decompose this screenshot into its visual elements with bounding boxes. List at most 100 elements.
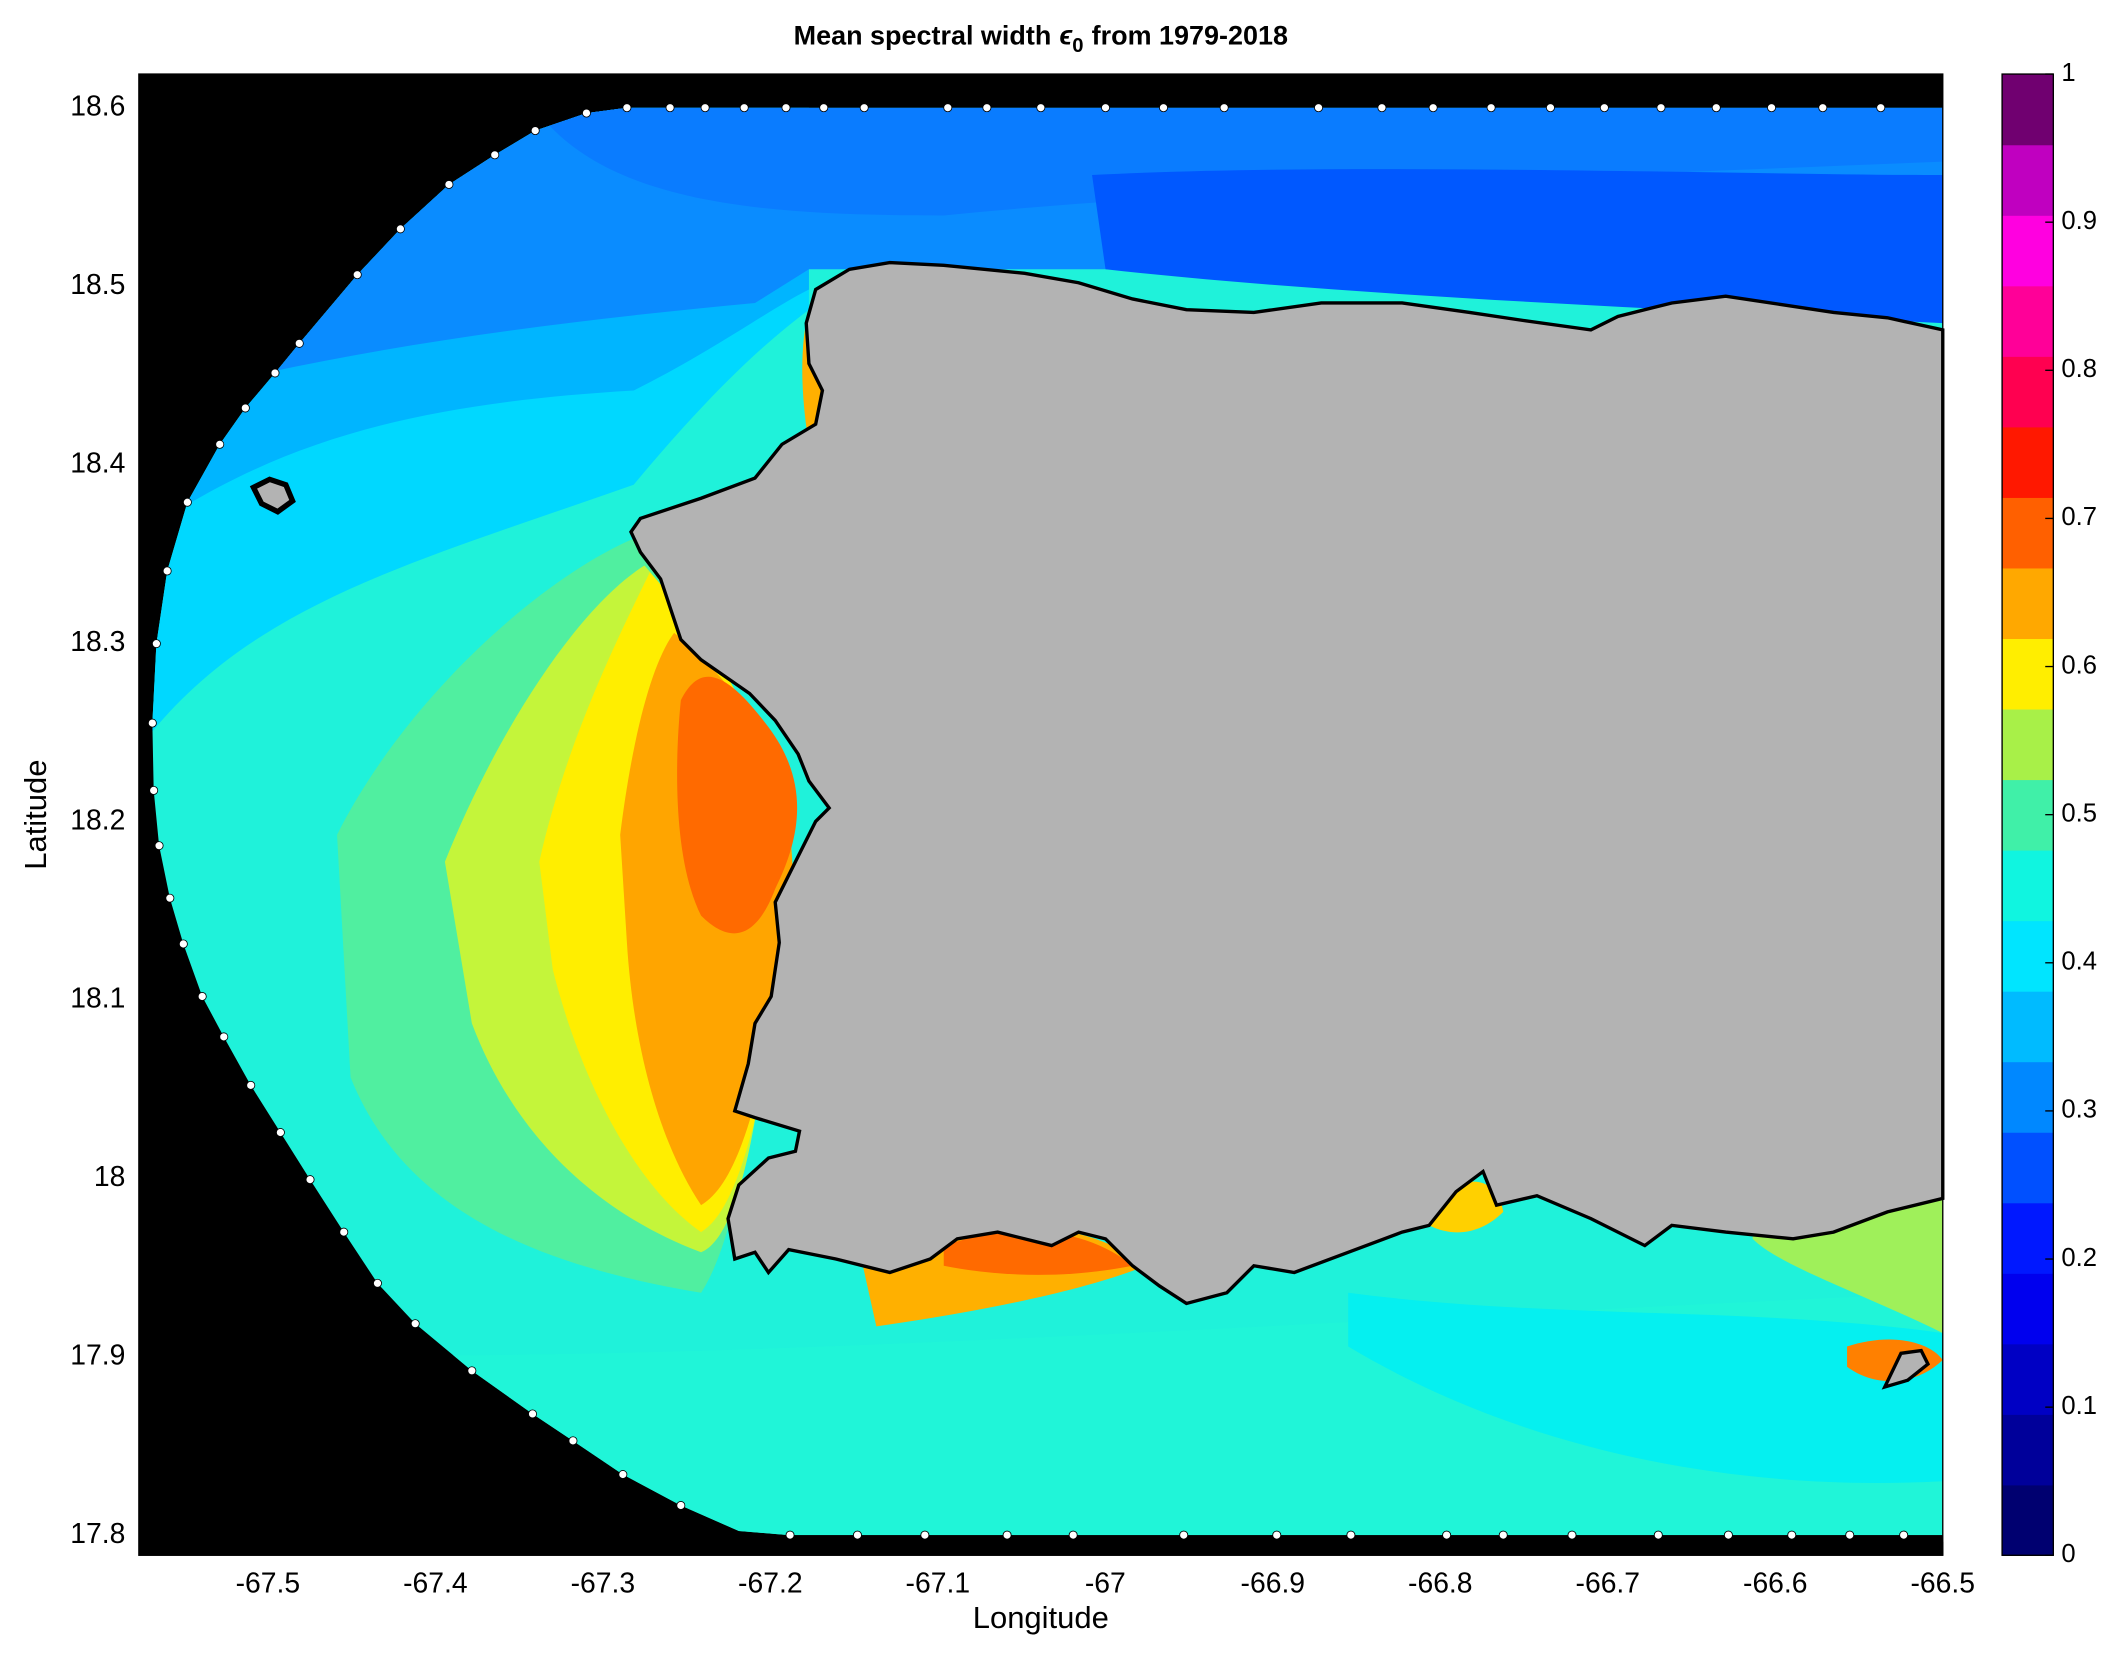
boundary-point <box>178 939 188 949</box>
boundary-point <box>467 1366 477 1376</box>
y-tick-label: 18 <box>94 1160 125 1192</box>
boundary-point <box>162 566 172 576</box>
field-zone <box>943 1231 1133 1275</box>
colorbar-segment <box>2002 1343 2054 1415</box>
boundary-point <box>1545 103 1555 113</box>
colorbar-segment <box>2002 708 2054 781</box>
colorbar-segment <box>2002 497 2054 569</box>
boundary-point <box>339 1227 349 1237</box>
boundary-point <box>568 1436 578 1446</box>
boundary-point <box>622 103 632 113</box>
boundary-point <box>294 338 304 348</box>
boundary-point <box>444 180 454 189</box>
boundary-point <box>151 639 161 649</box>
colorbar-segment <box>2002 1414 2054 1486</box>
colorbar-tick-label: 0.8 <box>2061 355 2097 383</box>
colorbar-tick-label: 0.9 <box>2061 207 2097 235</box>
boundary-point <box>582 108 591 118</box>
colorbar-segment <box>2002 1202 2054 1274</box>
x-tick-label: -66.5 <box>1911 1566 1976 1598</box>
boundary-point <box>1899 1530 1909 1540</box>
boundary-point <box>1656 103 1666 113</box>
colorbar-segment <box>2002 1061 2054 1133</box>
boundary-point <box>530 126 540 136</box>
boundary-point <box>197 992 207 1001</box>
boundary-point <box>781 103 791 113</box>
colorbar: 0 0.1 0.2 0.3 0.4 0.5 0.6 0.7 0.8 0.9 1 <box>2001 59 2097 1568</box>
y-tick-label: 18.2 <box>70 803 125 835</box>
boundary-point <box>1486 103 1496 113</box>
field-zone <box>677 676 798 934</box>
boundary-point <box>859 103 869 113</box>
boundary-point <box>182 497 192 507</box>
boundary-point <box>1179 1530 1189 1540</box>
island <box>1881 1348 1931 1390</box>
title-subscript: 0 <box>1072 35 1083 57</box>
boundary-point <box>1599 103 1609 113</box>
title-text: Mean spectral width <box>794 21 1052 51</box>
boundary-point <box>1101 103 1110 113</box>
axes: -67.5 -67.4 -67.3 -67.2 -67.1 -67 -66.9 -66.8 -6… <box>70 89 1975 1598</box>
colorbar-segment <box>2002 426 2054 498</box>
boundary-point <box>819 103 829 113</box>
boundary-point <box>1498 1530 1508 1540</box>
boundary-point <box>528 1409 537 1419</box>
colorbar-tick-label: 0.6 <box>2061 651 2097 679</box>
x-tick-label: -66.8 <box>1408 1566 1473 1598</box>
field-zone <box>1348 1292 1943 1483</box>
boundary-point <box>1036 103 1046 113</box>
colorbar-segment <box>2002 849 2054 922</box>
colorbar-tick-label: 0.5 <box>2061 799 2097 827</box>
boundary-point <box>1442 1530 1452 1540</box>
boundary-point <box>1272 1530 1282 1540</box>
colorbar-tick-label: 0.7 <box>2061 503 2097 531</box>
land <box>629 260 1945 1306</box>
y-tick-label: 18.6 <box>70 89 125 121</box>
colorbar-tick-label: 0.2 <box>2061 1244 2097 1272</box>
boundary-point <box>165 893 175 903</box>
colorbar-segment <box>2002 144 2054 216</box>
x-tick-label: -67.2 <box>738 1566 803 1598</box>
y-tick-label: 18.4 <box>70 446 125 478</box>
colorbar-segment <box>2002 215 2054 287</box>
boundary-point <box>305 1175 315 1185</box>
axes-box <box>138 73 1944 1556</box>
boundary-point <box>219 1032 229 1042</box>
x-tick-label: -66.9 <box>1241 1566 1306 1598</box>
colorbar-segment <box>2002 779 2054 851</box>
y-axis-label: Latitude <box>18 760 53 870</box>
boundary-point <box>943 103 953 113</box>
boundary-point <box>1653 1530 1663 1540</box>
boundary-point <box>1723 1530 1733 1540</box>
x-tick-label: -66.6 <box>1743 1566 1808 1598</box>
boundary-point <box>920 1530 930 1540</box>
boundary-point <box>1767 103 1776 113</box>
boundary-point <box>246 1080 256 1090</box>
x-tick-label: -67.5 <box>236 1566 301 1598</box>
x-tick-label: -67.4 <box>403 1566 468 1598</box>
boundary-point <box>410 1319 420 1329</box>
island <box>249 476 296 515</box>
boundary-point <box>1068 1530 1078 1540</box>
figure-content: -67.5 -67.4 -67.3 -67.2 -67.1 -67 -66.9 -66.8 -6… <box>18 21 2097 1635</box>
x-tick-label: -66.7 <box>1576 1566 1641 1598</box>
boundary-point <box>147 718 157 728</box>
boundary-point <box>700 103 710 113</box>
boundary-point <box>1314 103 1323 113</box>
title-symbol: ϵ <box>1059 21 1073 51</box>
y-tick-label: 18.5 <box>70 268 125 300</box>
boundary-point <box>215 439 225 449</box>
boundary-point <box>1876 103 1886 113</box>
x-tick-label: -67 <box>1085 1566 1126 1598</box>
chart-title: Mean spectral width ϵ0 from 1979-2018 <box>794 21 1288 58</box>
y-tick-label: 17.8 <box>70 1517 125 1549</box>
boundary-point <box>352 270 362 280</box>
boundary-point <box>395 224 405 234</box>
colorbar-segment <box>2002 920 2054 992</box>
y-tick-label: 17.9 <box>70 1339 125 1371</box>
boundary-point <box>373 1278 382 1288</box>
colorbar-segment <box>2002 638 2054 710</box>
colorbar-tick-label: 1 <box>2061 59 2075 87</box>
colorbar-tick-label: 0.4 <box>2061 948 2097 976</box>
boundary-point <box>665 103 675 113</box>
